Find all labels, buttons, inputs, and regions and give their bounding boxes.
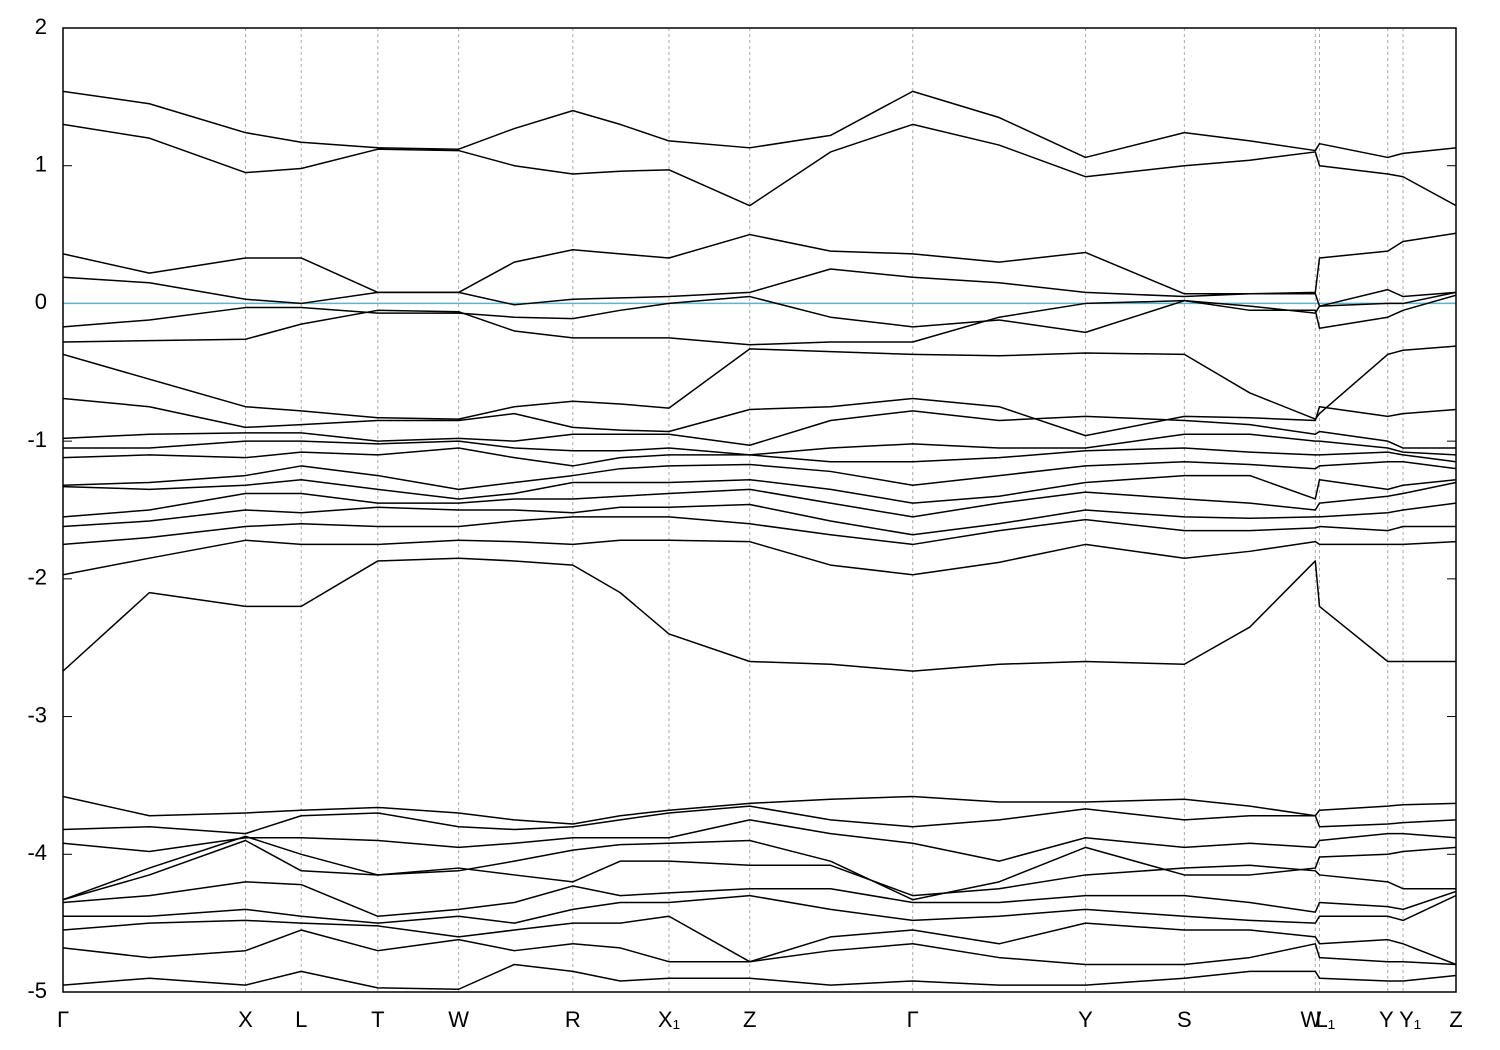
band-line (63, 447, 1456, 467)
band-line (63, 474, 1456, 504)
band-line (63, 90, 1456, 159)
x-tick-label: W (1301, 1007, 1322, 1032)
x-tick-label: S (1177, 1007, 1192, 1032)
band-line (63, 819, 1456, 862)
x-tick-label: L₁ (1315, 1007, 1335, 1032)
band-line (63, 461, 1456, 491)
x-tick-label: Y₁ (1399, 1007, 1421, 1032)
band-line (63, 963, 1456, 990)
band-line (63, 894, 1456, 924)
x-tick-label: T (371, 1007, 384, 1032)
band-line (63, 539, 1456, 576)
band-line (63, 915, 1456, 966)
x-tick-label: Y (1078, 1007, 1093, 1032)
x-tick-label: Y (1379, 1007, 1394, 1032)
y-tick-label: -5 (27, 978, 47, 1003)
band-line (63, 397, 1456, 437)
y-tick-label: 2 (35, 14, 47, 39)
band-line (63, 557, 1456, 672)
band-line (63, 268, 1456, 307)
band-line (63, 481, 1456, 518)
band-line (63, 502, 1456, 536)
y-tick-label: 1 (35, 152, 47, 177)
plot-area (63, 28, 1456, 992)
band-line (63, 839, 1456, 901)
x-tick-label: X₁ (658, 1007, 680, 1032)
band-line (63, 795, 1456, 825)
x-tick-label: Z (1449, 1007, 1462, 1032)
band-line (63, 929, 1456, 966)
band-line (63, 345, 1456, 420)
band-line (63, 516, 1456, 546)
band-line (63, 835, 1456, 901)
band-line (63, 805, 1456, 835)
x-tick-label: Γ (907, 1007, 919, 1032)
y-tick-label: -4 (27, 840, 47, 865)
band-line (63, 294, 1456, 346)
x-tick-label: R (565, 1007, 581, 1032)
y-tick-label: -1 (27, 427, 47, 452)
plot-frame (62, 27, 1457, 993)
band-line (63, 433, 1456, 456)
band-line (63, 123, 1456, 207)
x-tick-label: X (238, 1007, 253, 1032)
x-tick-label: W (448, 1007, 469, 1032)
x-tick-label: Γ (57, 1007, 69, 1032)
y-tick-label: 0 (35, 289, 47, 314)
band-line (63, 881, 1456, 918)
x-tick-label: L (295, 1007, 307, 1032)
band-line (63, 232, 1456, 295)
y-tick-label: -2 (27, 565, 47, 590)
band-line (63, 410, 1456, 449)
y-tick-label: -3 (27, 702, 47, 727)
band-line (63, 291, 1456, 334)
x-tick-label: Z (743, 1007, 756, 1032)
